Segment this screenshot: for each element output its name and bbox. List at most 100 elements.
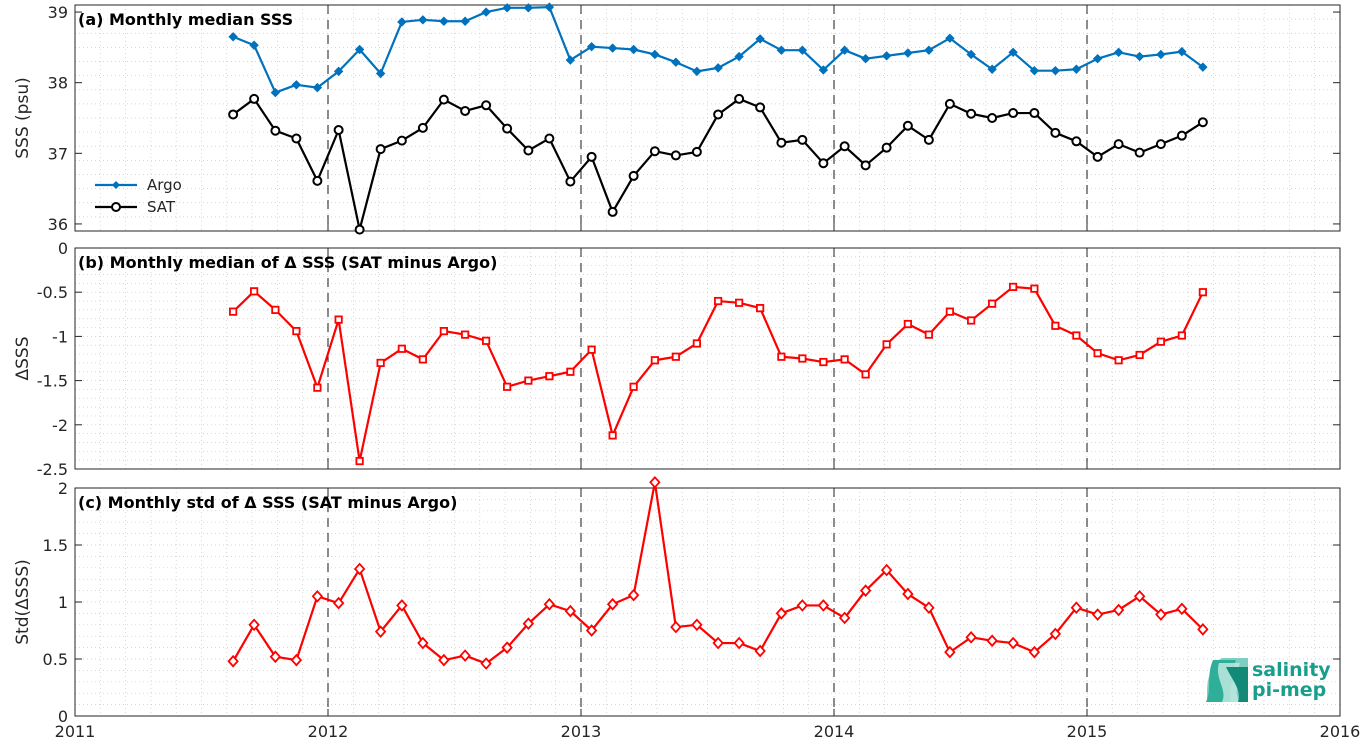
data-point (354, 44, 365, 55)
data-point (691, 146, 702, 157)
data-point (544, 133, 555, 144)
data-point (1156, 337, 1165, 346)
data-point (1197, 623, 1209, 636)
data-point (903, 48, 913, 58)
data-point (396, 135, 407, 146)
y-tick-label: 37 (48, 144, 68, 163)
data-point (817, 599, 830, 612)
data-point (1030, 284, 1039, 293)
data-point (607, 206, 618, 217)
series-0-0 (228, 2, 1208, 98)
data-point (1071, 64, 1082, 74)
data-point (1177, 331, 1186, 340)
data-point (1156, 49, 1166, 60)
data-point (1113, 47, 1124, 58)
data-point (987, 113, 998, 123)
data-point (755, 102, 766, 113)
y-axis-label: Std(ΔSSS) (13, 559, 33, 645)
y-tick-label: 0 (58, 239, 68, 258)
data-point (777, 352, 786, 361)
data-point (480, 657, 492, 670)
data-point (374, 625, 387, 638)
series-0-1 (228, 93, 1208, 235)
x-tick-label: 2012 (308, 722, 349, 741)
data-point (1050, 65, 1061, 76)
panel-2: 0 0.5 1 1.5 2 2011 2012 2013 2014 2015 2016 Std(ΔSS… (13, 475, 1360, 741)
data-point (649, 475, 661, 489)
data-point (355, 456, 364, 466)
data-point (1070, 601, 1083, 615)
logo-line2: pi-mep (1252, 679, 1326, 701)
data-point (671, 352, 680, 361)
data-point (988, 299, 997, 308)
data-point (628, 44, 639, 55)
data-point (229, 307, 238, 316)
data-point (671, 57, 681, 67)
y-tick-label: -0.5 (37, 283, 68, 302)
legend-label: SAT (147, 198, 176, 216)
data-point (797, 134, 808, 145)
data-point (776, 137, 787, 148)
data-point (439, 16, 449, 26)
data-point (396, 599, 408, 612)
data-point (587, 345, 596, 354)
data-point (924, 330, 933, 339)
data-point (986, 634, 998, 648)
data-point (524, 376, 533, 385)
data-point (566, 367, 575, 376)
grid-0 (74, 4, 1341, 232)
data-point (1029, 65, 1040, 76)
legend-marker (112, 181, 120, 189)
data-point (1134, 51, 1145, 62)
axes-frame (74, 247, 1341, 470)
data-point (312, 82, 323, 93)
data-point (924, 45, 934, 55)
x-tick-label: 2014 (814, 722, 855, 741)
data-point (461, 330, 470, 339)
data-point (503, 382, 512, 391)
data-point (228, 109, 239, 120)
data-point (945, 307, 954, 316)
data-point (881, 51, 892, 61)
data-point (670, 150, 681, 161)
data-point (713, 63, 723, 73)
data-point (1072, 331, 1081, 340)
data-point (691, 618, 703, 632)
data-point (1007, 636, 1019, 650)
panel-0: 36 37 38 39 SSS (psu) (a) Monthly median SSS A… (13, 2, 1341, 235)
y-tick-label: 2 (58, 479, 68, 498)
data-point (818, 158, 829, 169)
data-point (460, 105, 471, 116)
data-point (334, 315, 343, 324)
data-point (354, 224, 365, 235)
data-point (650, 49, 660, 60)
data-point (902, 587, 914, 601)
data-point (1177, 46, 1187, 57)
data-point (880, 563, 893, 577)
data-point (881, 142, 892, 153)
data-point (270, 87, 281, 98)
axes-frame (74, 4, 1341, 232)
data-point (714, 296, 723, 306)
data-point (650, 356, 659, 365)
data-point (375, 144, 386, 155)
data-point (903, 319, 912, 329)
data-point (290, 653, 303, 667)
x-tick-label: 2013 (561, 722, 602, 741)
data-point (353, 562, 366, 576)
data-point (333, 66, 344, 77)
data-point (755, 34, 765, 44)
legend-label: Argo (147, 176, 182, 194)
data-point (797, 45, 808, 55)
data-point (333, 125, 344, 136)
data-point (586, 41, 597, 52)
data-point (839, 141, 850, 152)
data-point (564, 604, 577, 618)
data-point (271, 305, 280, 314)
data-point (713, 109, 724, 120)
data-point (1197, 117, 1208, 128)
data-point (944, 645, 956, 659)
data-point (543, 597, 556, 611)
data-point (608, 431, 617, 440)
data-point (860, 53, 871, 64)
